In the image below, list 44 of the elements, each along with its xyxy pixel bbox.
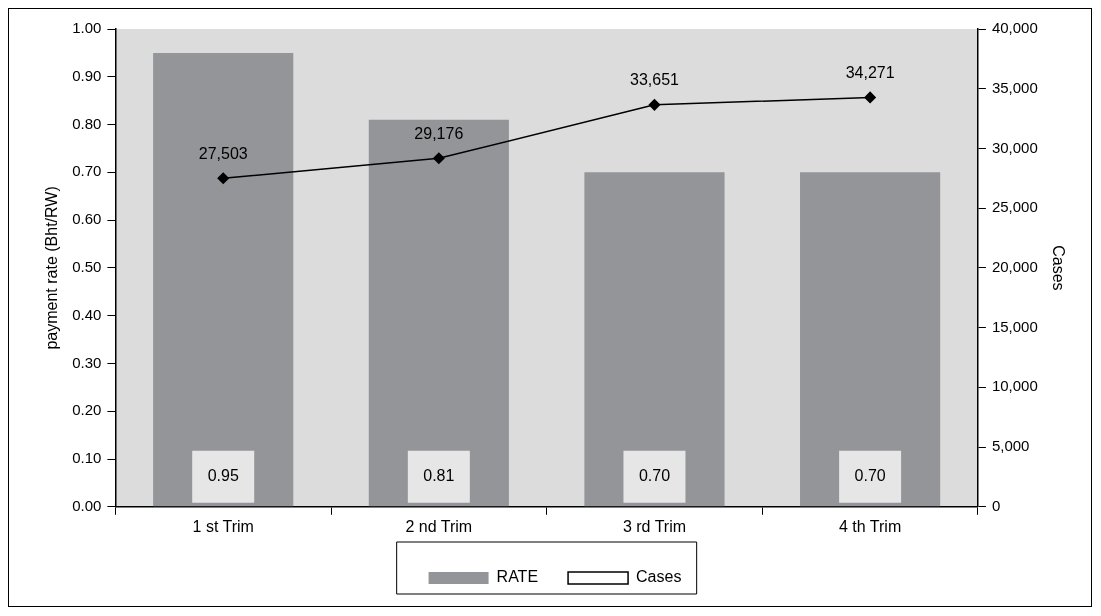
y2-tick-label: 15,000 <box>991 317 1038 335</box>
y-tick-label: 0.90 <box>72 66 102 84</box>
point <box>648 99 661 111</box>
y-axis-title: payment rate (Bht/RW) <box>43 186 61 350</box>
legend-label: Cases <box>636 568 682 586</box>
y-tick-label: 0.10 <box>72 449 102 467</box>
bar <box>368 119 509 507</box>
y-tick-label: 0.20 <box>72 401 102 419</box>
data-label: 27,503 <box>198 144 248 162</box>
y-tick-label: 1.00 <box>72 19 102 37</box>
data-label: 29,176 <box>414 124 464 142</box>
y2-tick-label: 25,000 <box>991 198 1038 216</box>
x-tick-label: 3 rd Trim <box>622 517 687 535</box>
y2-tick-label: 20,000 <box>991 258 1038 276</box>
y-tick-label: 0.30 <box>72 353 102 371</box>
y2-tick-label: 0 <box>991 496 1001 514</box>
data-label: 33,651 <box>630 71 680 89</box>
data-label: 34,271 <box>845 63 895 81</box>
x-tick-label: 4 th Trim <box>838 517 902 535</box>
data-label: 0.95 <box>207 467 239 485</box>
y2-tick-label: 5,000 <box>991 437 1030 455</box>
y-tick-label: 0.50 <box>72 258 102 276</box>
data-label: 0.70 <box>854 467 886 485</box>
y-tick-label: 0.80 <box>72 114 102 132</box>
x-tick-label: 1 st Trim <box>192 517 254 535</box>
y-tick-label: 0.60 <box>72 210 102 228</box>
point <box>864 91 876 104</box>
y2-tick-label: 40,000 <box>991 19 1038 37</box>
bar <box>800 172 941 507</box>
y-tick-label: 0.00 <box>72 496 102 514</box>
data-label: 0.70 <box>638 467 671 485</box>
y-tick-label: 0.40 <box>72 305 102 323</box>
point <box>433 152 445 165</box>
legend-label: RATE <box>496 568 539 586</box>
x-tick-label: 2 nd Trim <box>405 517 473 535</box>
bar <box>584 172 725 507</box>
data-label: 0.81 <box>423 467 455 485</box>
point <box>217 172 229 185</box>
bar <box>153 52 294 507</box>
y-tick-label: 0.70 <box>72 162 102 180</box>
y2-tick-label: 35,000 <box>991 78 1038 96</box>
y2-tick-label: 10,000 <box>991 377 1038 395</box>
y2-axis-title: Cases <box>1049 245 1067 291</box>
y2-tick-label: 30,000 <box>991 138 1038 156</box>
